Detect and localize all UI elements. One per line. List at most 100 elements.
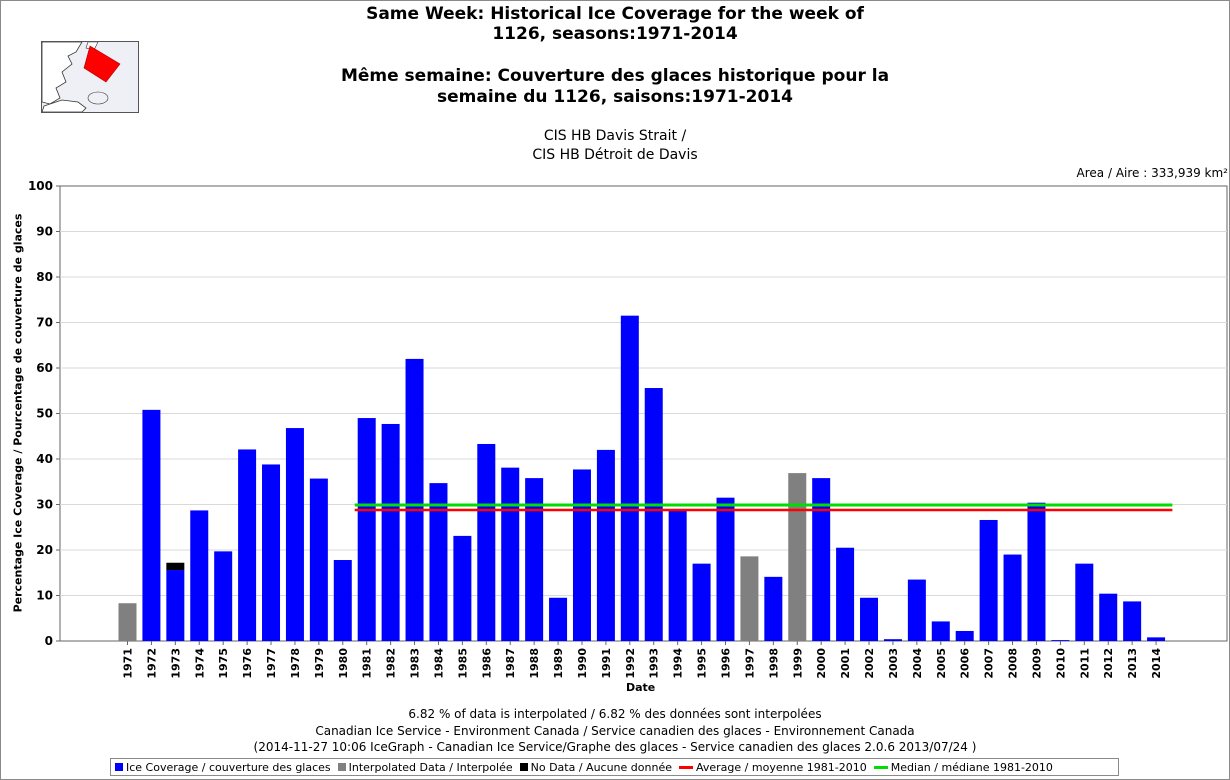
title-line-fr-2: semaine du 1126, saisons:1971-2014	[436, 87, 793, 107]
x-tick-label: 1988	[528, 648, 541, 679]
bar-1989	[549, 597, 568, 641]
x-tick-label: 2013	[1126, 648, 1139, 679]
bar-1990	[572, 469, 591, 641]
area-label: Area / Aire : 333,939 km²	[1076, 166, 1228, 180]
bar-2005	[931, 621, 950, 641]
bar-1982	[381, 423, 400, 641]
y-tick-label: 90	[36, 225, 53, 239]
bar-2010	[1051, 640, 1070, 641]
x-tick-label: 1983	[409, 648, 422, 679]
bar-1974	[190, 510, 209, 641]
bar-2001	[836, 547, 855, 641]
legend-swatch-median	[873, 765, 888, 769]
x-tick-label: 2006	[959, 648, 972, 679]
bar-1998	[764, 576, 783, 641]
bar-2014	[1147, 637, 1166, 641]
x-tick-label: 1980	[337, 648, 350, 679]
footer-interpolated-note: 6.82 % of data is interpolated / 6.82 % …	[408, 707, 822, 721]
bar-1999	[788, 473, 807, 641]
x-tick-label: 1975	[217, 648, 230, 679]
x-tick-label: 1995	[696, 648, 709, 679]
x-tick-label: 2012	[1102, 648, 1115, 679]
bar-1995	[692, 563, 711, 641]
x-tick-label: 1996	[720, 648, 733, 679]
x-tick-label: 1999	[791, 648, 804, 679]
bar-2006	[955, 630, 974, 641]
x-tick-label: 1977	[265, 648, 278, 679]
x-tick-label: 2011	[1078, 648, 1091, 679]
x-tick-label: 1978	[289, 648, 302, 679]
bar-1981	[357, 418, 376, 641]
legend-label-average: Average / moyenne 1981-2010	[696, 760, 867, 774]
bar-2003	[883, 639, 902, 641]
x-tick-label: 1997	[743, 648, 756, 679]
legend-item-average: Average / moyenne 1981-2010	[679, 761, 867, 774]
x-tick-label: 2010	[1054, 648, 1067, 679]
x-tick-label: 1979	[313, 648, 326, 679]
x-tick-label: 2002	[863, 648, 876, 679]
x-tick-label: 1976	[241, 648, 254, 679]
bar-1983	[405, 358, 424, 641]
y-tick-label: 20	[36, 543, 53, 557]
bar-2008	[1003, 554, 1022, 641]
legend-label-ice: Ice Coverage / couverture des glaces	[126, 760, 331, 774]
bar-2011	[1075, 563, 1094, 641]
bar-1978	[285, 428, 304, 641]
bar-1971	[118, 603, 137, 641]
x-tick-label: 1973	[169, 648, 182, 679]
bar-1984	[429, 483, 448, 641]
y-tick-label: 10	[36, 589, 53, 603]
bar-2012	[1099, 593, 1118, 641]
bar-1987	[501, 467, 520, 641]
y-tick-label: 60	[36, 361, 53, 375]
x-tick-label: 1974	[193, 648, 206, 679]
footer-version: (2014-11-27 10:06 IceGraph - Canadian Ic…	[253, 740, 977, 754]
bar-1979	[309, 478, 328, 641]
bar-1994	[668, 510, 687, 641]
x-tick-label: 1991	[600, 648, 613, 679]
x-axis-label: Date	[626, 681, 656, 694]
x-tick-label: 1993	[648, 648, 661, 679]
bar-1986	[477, 443, 496, 641]
bar-2002	[860, 597, 879, 641]
y-tick-label: 100	[28, 179, 53, 193]
bar-1996	[716, 497, 735, 641]
x-tick-label: 1985	[456, 648, 469, 679]
bar-1985	[453, 535, 472, 641]
bar-1988	[525, 478, 544, 641]
bar-1973	[166, 570, 185, 641]
x-tick-label: 1981	[361, 648, 374, 679]
legend-item-interpolated: Interpolated Data / Interpolée	[337, 760, 513, 774]
x-tick-label: 2009	[1030, 648, 1043, 679]
bar-2013	[1123, 601, 1142, 641]
legend-label-interpolated: Interpolated Data / Interpolée	[348, 760, 513, 774]
x-tick-label: 1994	[672, 648, 685, 679]
legend-swatch-interpolated	[337, 763, 346, 771]
legend-swatch-nodata	[519, 763, 528, 771]
bar-2000	[812, 478, 831, 641]
x-tick-label: 1971	[122, 648, 135, 679]
title-line-fr-1: Même semaine: Couverture des glaces hist…	[340, 66, 890, 86]
footer-credit: Canadian Ice Service - Environment Canad…	[315, 724, 915, 738]
x-tick-label: 1987	[504, 648, 517, 679]
x-tick-label: 2001	[839, 648, 852, 679]
y-tick-label: 70	[36, 316, 53, 330]
x-tick-label: 2005	[935, 648, 948, 679]
title-line-en-1: Same Week: Historical Ice Coverage for t…	[366, 4, 864, 24]
region-map-thumbnail	[41, 41, 139, 113]
bar-1991	[596, 449, 615, 641]
region-name-en: CIS HB Davis Strait /	[543, 128, 687, 144]
bar-1997	[740, 556, 759, 641]
x-tick-label: 1990	[576, 648, 589, 679]
legend-item-nodata: No Data / Aucune donnée	[519, 761, 672, 774]
x-tick-label: 1984	[432, 648, 445, 679]
title-line-en-2: 1126, seasons:1971-2014	[492, 24, 738, 44]
bar-1992	[620, 315, 639, 641]
legend-swatch-ice	[115, 763, 123, 771]
ice-coverage-chart: 0 10 20 30 40 50 60 70 80 90 100 1971 1972 1973 1974 19…	[28, 179, 1228, 679]
x-tick-label: 1986	[480, 648, 493, 679]
x-tick-label: 1989	[552, 648, 565, 679]
bar-1977	[262, 464, 281, 641]
bar-nodata-1973	[166, 562, 185, 571]
x-tick-label: 1982	[385, 648, 398, 679]
